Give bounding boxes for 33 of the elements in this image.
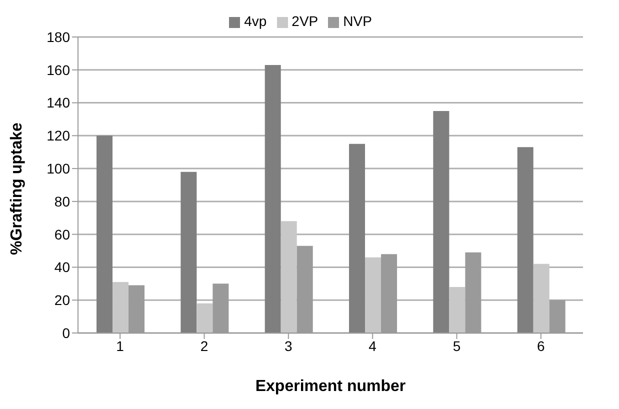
- x-axis-title: Experiment number: [255, 378, 406, 395]
- y-tick-label: 160: [46, 62, 70, 78]
- x-tick-label: 6: [537, 338, 546, 354]
- bar: [449, 286, 466, 333]
- bar: [433, 111, 450, 333]
- y-axis-title: %Grafting uptake: [8, 122, 26, 255]
- bar: [517, 147, 534, 333]
- y-tick-label: 100: [46, 160, 70, 177]
- x-tick-label: 5: [452, 338, 461, 354]
- y-tick-label: 60: [54, 226, 70, 242]
- y-tick-label: 140: [46, 94, 70, 111]
- y-tick-label: 40: [54, 259, 70, 276]
- bar: [533, 264, 550, 333]
- y-tick-label: 0: [62, 324, 70, 341]
- x-tick-label: 3: [284, 338, 293, 354]
- legend-label: 4vp: [244, 13, 267, 29]
- x-tick-label: 4: [368, 338, 377, 354]
- y-tick-label: 80: [54, 193, 70, 210]
- y-tick-label: 180: [46, 28, 70, 45]
- x-tick-label: 2: [200, 338, 208, 354]
- y-tick-label: 120: [46, 128, 70, 144]
- bar: [180, 172, 197, 333]
- legend-label: 2VP: [292, 13, 318, 29]
- legend-label: NVP: [343, 13, 372, 29]
- bar: [264, 64, 281, 333]
- bar: [349, 144, 366, 333]
- bar: [96, 136, 113, 333]
- bar: [196, 303, 213, 333]
- y-tick-label: 20: [54, 292, 70, 308]
- bar: [365, 257, 382, 333]
- bar: [280, 221, 297, 333]
- x-tick-label: 1: [116, 338, 124, 354]
- bar: [112, 282, 129, 333]
